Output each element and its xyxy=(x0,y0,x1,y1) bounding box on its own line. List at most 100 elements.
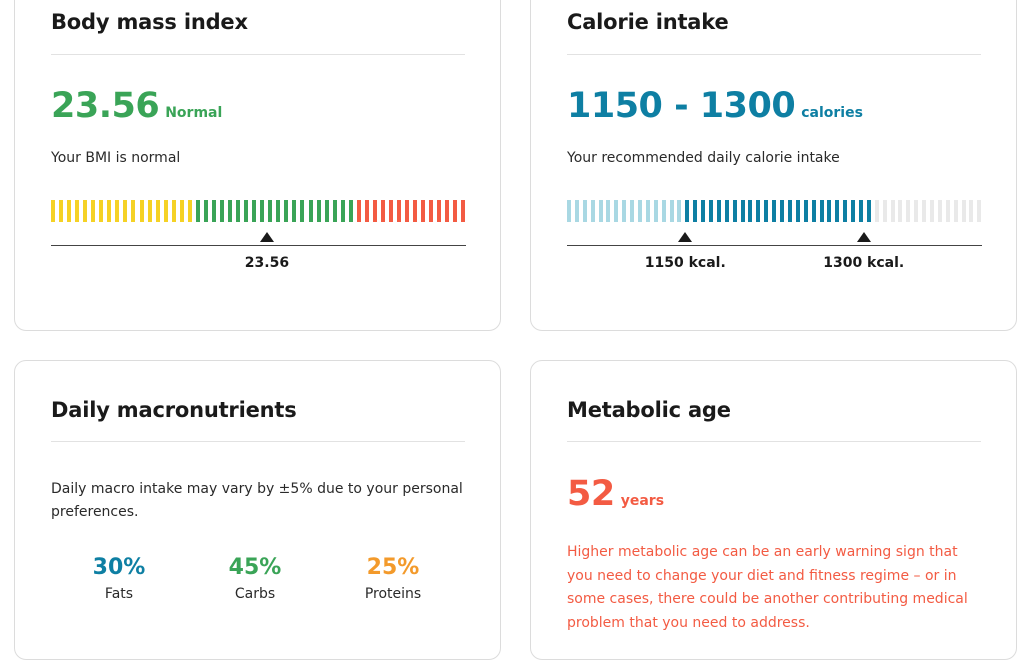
bmi-description: Your BMI is normal xyxy=(51,150,181,166)
scale-bar xyxy=(276,200,281,222)
scale-bar xyxy=(445,200,450,222)
calorie-high-marker-icon xyxy=(856,232,871,242)
metabolic-age-divider xyxy=(567,441,981,442)
macro-percent: 25% xyxy=(366,555,420,580)
metabolic-age-warning: Higher metabolic age can be an early war… xyxy=(567,544,968,631)
scale-bar xyxy=(685,200,690,222)
scale-bar xyxy=(669,200,674,222)
scale-bar xyxy=(914,200,919,222)
scale-bar xyxy=(437,200,442,222)
scale-bar xyxy=(661,200,666,222)
macro-item-proteins: 25% Proteins xyxy=(333,555,453,602)
scale-bar xyxy=(961,200,966,222)
scale-bar xyxy=(630,200,635,222)
macronutrients-description: Daily macro intake may vary by ±5% due t… xyxy=(51,481,463,520)
scale-bar xyxy=(709,200,714,222)
scale-bar xyxy=(787,200,792,222)
calorie-description: Your recommended daily calorie intake xyxy=(567,150,840,166)
scale-bar xyxy=(977,200,982,222)
bmi-category: Normal xyxy=(165,105,223,121)
scale-bar xyxy=(372,200,377,222)
scale-bar xyxy=(179,200,184,222)
scale-bar xyxy=(397,200,402,222)
calorie-card: Calorie intake 1150 - 1300 calories Your … xyxy=(530,0,1017,331)
scale-bar xyxy=(340,200,345,222)
scale-bar xyxy=(606,200,611,222)
metabolic-age-title: Metabolic age xyxy=(567,398,731,422)
scale-bar xyxy=(590,200,595,222)
scale-bar xyxy=(228,200,233,222)
scale-bar xyxy=(803,200,808,222)
macronutrients-title: Daily macronutrients xyxy=(51,398,297,422)
scale-bar xyxy=(51,200,55,222)
scale-bar xyxy=(945,200,950,222)
metabolic-age-value: 52 xyxy=(567,474,615,514)
macro-item-carbs: 45% Carbs xyxy=(195,555,315,602)
scale-bar xyxy=(268,200,273,222)
calorie-scale-bars xyxy=(567,200,982,222)
calorie-range: 1150 - 1300 xyxy=(567,86,796,126)
scale-bar xyxy=(380,200,385,222)
macro-name: Fats xyxy=(104,586,134,602)
scale-bar xyxy=(890,200,895,222)
macro-percent: 30% xyxy=(92,555,146,580)
metabolic-age-unit: years xyxy=(620,493,665,509)
scale-bar xyxy=(139,200,144,222)
scale-bar xyxy=(716,200,721,222)
scale-bar xyxy=(324,200,329,222)
scale-bar xyxy=(701,200,706,222)
scale-bar xyxy=(574,200,579,222)
scale-bar xyxy=(284,200,289,222)
scale-bar xyxy=(83,200,88,222)
macronutrients-divider xyxy=(51,441,465,442)
macro-item-fats: 30% Fats xyxy=(59,555,179,602)
bmi-marker-icon xyxy=(259,232,274,242)
scale-bar xyxy=(614,200,619,222)
scale-bar xyxy=(811,200,816,222)
scale-bar xyxy=(413,200,418,222)
scale-bar xyxy=(929,200,934,222)
scale-bar xyxy=(906,200,911,222)
scale-bar xyxy=(405,200,410,222)
scale-bar xyxy=(364,200,369,222)
scale-bar xyxy=(252,200,257,222)
scale-bar xyxy=(131,200,136,222)
scale-bar xyxy=(858,200,863,222)
scale-bar xyxy=(155,200,160,222)
bmi-scale-bars xyxy=(51,200,466,222)
scale-bar xyxy=(292,200,297,222)
scale-bar xyxy=(819,200,824,222)
scale-bar xyxy=(75,200,80,222)
scale-bar xyxy=(67,200,72,222)
scale-bar xyxy=(724,200,729,222)
scale-bar xyxy=(429,200,434,222)
scale-bar xyxy=(851,200,856,222)
calorie-title: Calorie intake xyxy=(567,10,729,34)
bmi-divider xyxy=(51,54,465,55)
scale-bar xyxy=(91,200,96,222)
scale-bar xyxy=(99,200,104,222)
scale-bar xyxy=(300,200,305,222)
metabolic-age-value-row: 52 years xyxy=(567,474,664,514)
bmi-title: Body mass index xyxy=(51,10,248,34)
scale-bar xyxy=(756,200,761,222)
scale-bar xyxy=(843,200,848,222)
scale-bar xyxy=(645,200,650,222)
scale-bar xyxy=(236,200,241,222)
scale-bar xyxy=(638,200,643,222)
scale-bar xyxy=(171,200,176,222)
scale-bar xyxy=(163,200,168,222)
scale-bar xyxy=(244,200,249,222)
macro-name: Proteins xyxy=(364,586,422,602)
calorie-high-label: 1300 kcal. xyxy=(823,255,905,271)
scale-bar xyxy=(348,200,353,222)
scale-bar xyxy=(969,200,974,222)
calorie-axis-line xyxy=(567,245,982,246)
scale-bar xyxy=(598,200,603,222)
scale-bar xyxy=(772,200,777,222)
bmi-card: Body mass index 23.56 Normal Your BMI is … xyxy=(14,0,501,331)
scale-bar xyxy=(748,200,753,222)
scale-bar xyxy=(827,200,832,222)
scale-bar xyxy=(123,200,128,222)
bmi-axis-line xyxy=(51,245,466,246)
